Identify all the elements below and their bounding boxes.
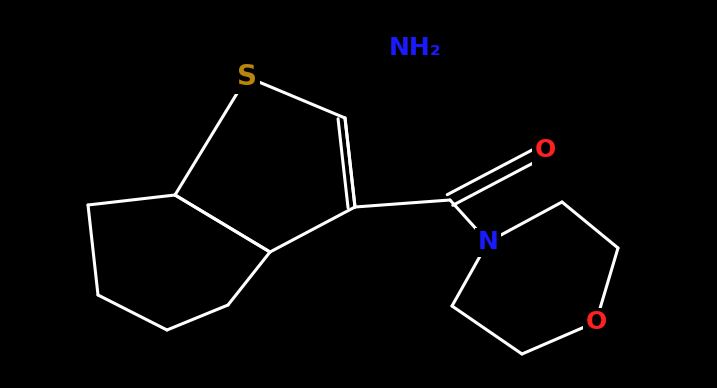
Text: S: S: [237, 63, 257, 91]
Text: N: N: [478, 230, 498, 254]
Text: NH₂: NH₂: [389, 36, 442, 60]
Text: O: O: [534, 138, 556, 162]
Text: O: O: [585, 310, 607, 334]
